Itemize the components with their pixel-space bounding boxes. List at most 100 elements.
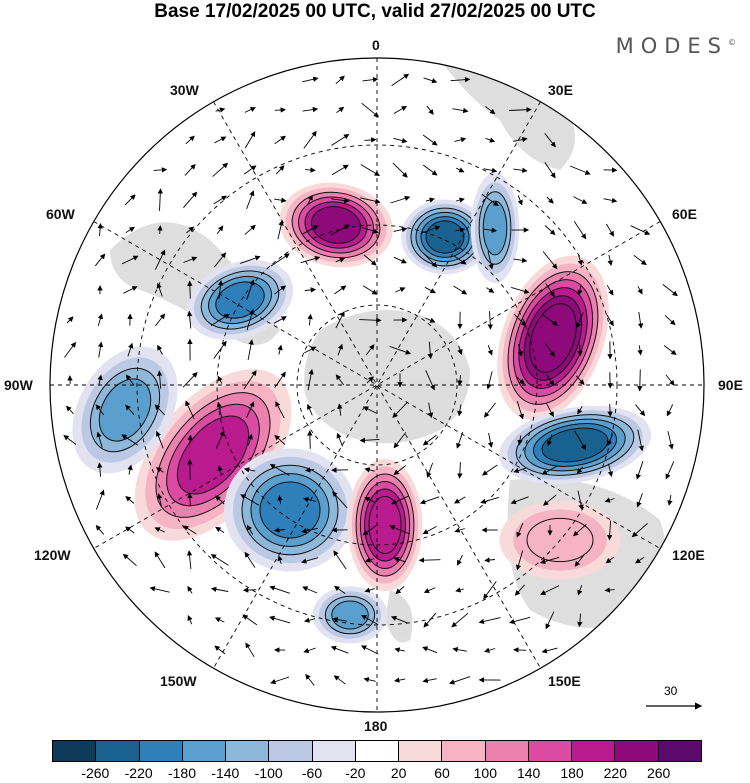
wind-arrow xyxy=(156,370,163,389)
wind-arrow xyxy=(577,254,583,266)
wind-arrow xyxy=(186,310,193,329)
wind-arrow xyxy=(576,466,584,474)
lon-label-60w: 60W xyxy=(46,206,75,222)
wind-arrow xyxy=(122,286,138,294)
wind-arrow xyxy=(245,401,255,419)
wind-arrow xyxy=(187,492,193,507)
colorbar-swatch xyxy=(615,741,659,761)
lon-label-0: 0 xyxy=(372,37,380,53)
colorbar-tick-label: 60 xyxy=(434,765,450,781)
wind-arrow xyxy=(393,432,407,449)
lon-label-30w: 30W xyxy=(170,82,199,98)
wind-arrow xyxy=(607,403,613,417)
lon-label-180: 180 xyxy=(364,718,388,734)
wind-arrow xyxy=(301,557,319,564)
colorbar-tick-label: 180 xyxy=(560,765,584,781)
wind-arrow xyxy=(269,464,290,476)
wind-arrow xyxy=(603,197,618,204)
wind-arrow xyxy=(246,279,255,300)
wind-arrow xyxy=(514,584,525,596)
lon-label-90e: 90E xyxy=(718,377,743,393)
anomaly-center xyxy=(470,173,520,283)
wind-arrow xyxy=(606,520,613,541)
wind-arrow xyxy=(365,344,375,356)
wind-arrow xyxy=(157,188,163,211)
wind-arrow xyxy=(97,341,104,358)
wind-arrow xyxy=(360,164,380,176)
wind-arrow xyxy=(336,106,345,113)
wind-arrow xyxy=(244,224,256,235)
wind-arrow xyxy=(427,341,434,360)
wind-arrow xyxy=(182,525,197,535)
lon-label-30e: 30E xyxy=(548,82,573,98)
wind-arrow xyxy=(305,467,315,473)
wind-arrow xyxy=(606,223,615,237)
wind-arrow xyxy=(307,368,314,391)
wind-arrow xyxy=(604,497,615,503)
anomaly-center xyxy=(401,199,489,275)
wind-arrow xyxy=(307,313,313,326)
wind-arrow xyxy=(422,434,437,446)
wind-arrow xyxy=(210,586,229,592)
wind-arrow xyxy=(243,165,257,175)
wind-arrow xyxy=(244,551,256,568)
colorbar-tick-label: -20 xyxy=(345,765,366,781)
wind-arrow xyxy=(94,253,106,267)
wind-arrow xyxy=(577,285,583,296)
wind-arrow xyxy=(487,311,493,330)
wind-arrow xyxy=(332,491,348,509)
wind-arrow xyxy=(667,494,673,506)
logo-mark: © xyxy=(728,38,736,47)
wind-arrow xyxy=(392,162,408,178)
wind-arrow xyxy=(390,195,411,204)
wind-arrow xyxy=(544,162,556,179)
colorbar-swatch xyxy=(53,741,97,761)
wind-arrow xyxy=(155,313,166,327)
wind-arrow xyxy=(389,525,411,535)
wind-arrow xyxy=(303,130,317,149)
wind-arrow xyxy=(422,677,437,684)
wind-arrow xyxy=(393,137,408,144)
wind-arrow xyxy=(270,253,290,267)
wind-arrow xyxy=(216,225,224,235)
wind-arrow xyxy=(516,523,524,538)
anomaly-fields xyxy=(72,173,652,644)
wind-arrow xyxy=(637,369,643,392)
wind-arrow xyxy=(456,167,465,173)
wind-arrow xyxy=(305,673,315,686)
wind-arrow xyxy=(513,313,527,327)
wind-arrow xyxy=(577,344,583,357)
wind-arrow xyxy=(633,255,647,266)
colorbar-swatch xyxy=(485,741,529,761)
colorbar-swatch xyxy=(312,741,356,761)
wind-arrow xyxy=(664,315,676,326)
wind-arrow xyxy=(277,344,283,355)
wind-arrow xyxy=(485,137,496,143)
wind-arrow xyxy=(301,225,319,235)
wind-arrow xyxy=(273,316,287,324)
wind-arrow xyxy=(122,553,137,567)
wind-arrow xyxy=(361,614,379,625)
wind-arrow xyxy=(333,585,346,594)
wind-arrow xyxy=(483,167,498,174)
wind-arrow xyxy=(184,163,196,176)
wind-arrow xyxy=(304,287,317,293)
wind-arrow xyxy=(391,73,410,87)
wind-arrow xyxy=(453,285,468,295)
wind-arrow xyxy=(544,133,556,148)
wind-arrow xyxy=(637,429,644,452)
wind-arrow xyxy=(210,313,230,326)
wind-arrow xyxy=(422,646,438,654)
wind-arrow xyxy=(303,496,317,503)
wind-arrow xyxy=(154,527,165,533)
wind-arrow xyxy=(274,135,287,145)
wind-arrow xyxy=(246,524,254,535)
wind-arrow xyxy=(635,556,645,564)
wind-arrow xyxy=(513,136,528,143)
wind-arrow xyxy=(240,494,260,506)
wind-arrow xyxy=(127,464,133,475)
wind-arrow xyxy=(607,463,614,477)
wind-arrow xyxy=(423,252,438,268)
wind-arrow xyxy=(454,527,465,533)
wind-arrow xyxy=(364,137,377,143)
